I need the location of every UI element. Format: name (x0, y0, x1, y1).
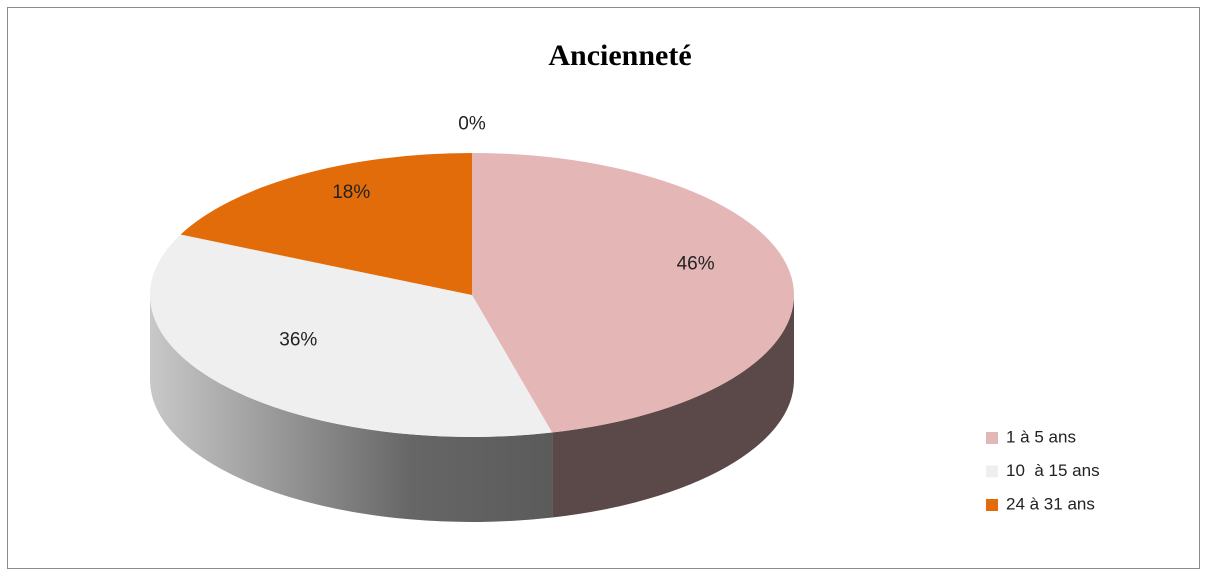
legend-label: 24 à 31 ans (1006, 494, 1095, 513)
legend-swatch (986, 432, 998, 444)
data-label: 36% (279, 329, 317, 350)
pie-side (552, 295, 794, 518)
pie-slice (472, 153, 794, 433)
pie-side-shade (150, 295, 553, 522)
pie-slice (180, 153, 472, 295)
data-label: 18% (332, 182, 370, 203)
data-label: 0% (458, 114, 486, 135)
legend-label: 10 à 15 ans (1006, 461, 1100, 480)
pie-slice (150, 234, 553, 437)
legend-swatch (986, 465, 998, 478)
legend-label: 1 à 5 ans (1006, 427, 1076, 446)
legend-swatch (986, 499, 998, 511)
data-label: 46% (677, 254, 715, 275)
chart-title: Ancienneté (548, 39, 691, 72)
